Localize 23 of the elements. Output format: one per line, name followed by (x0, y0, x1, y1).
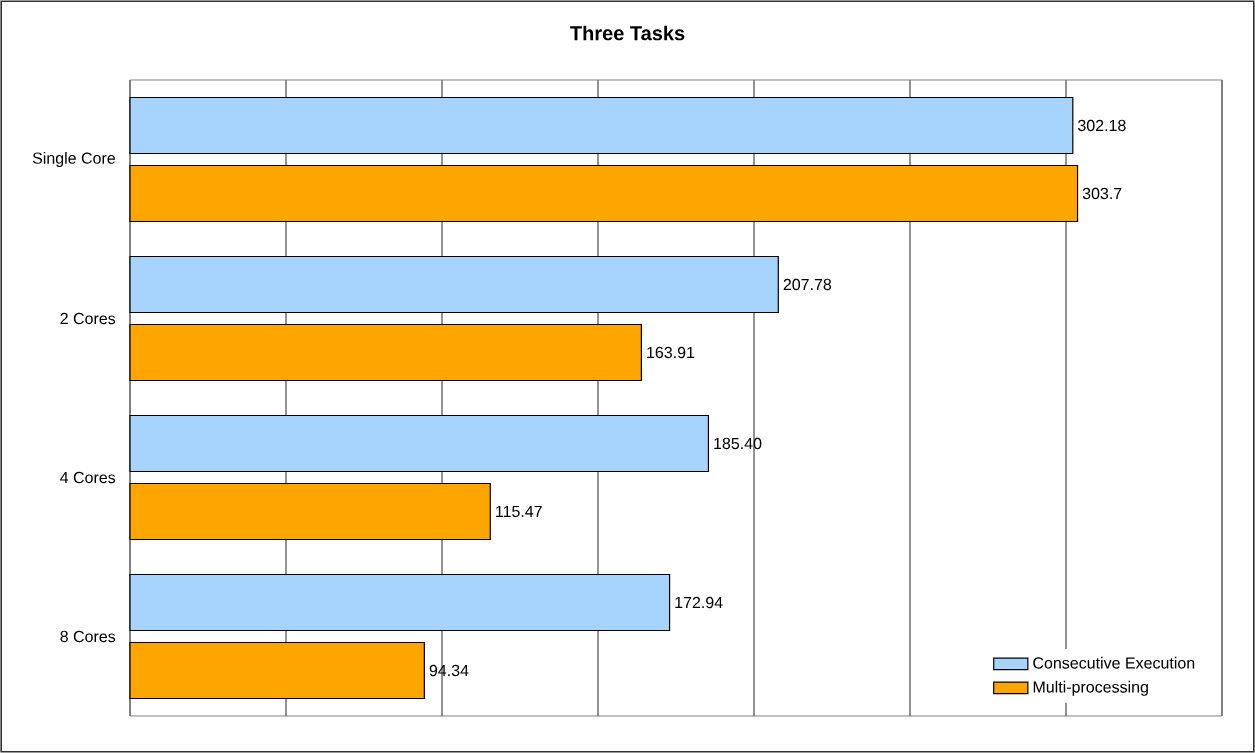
data-label: 163.91 (647, 346, 695, 359)
y-tick-label: 4 Cores (60, 471, 116, 484)
bar (129, 641, 425, 700)
data-label: 172.94 (675, 596, 723, 609)
bar (129, 482, 491, 541)
data-label: 115.47 (496, 505, 542, 518)
chart-title: Three Tasks (570, 25, 685, 41)
y-tick-label: Single Core (32, 152, 115, 167)
legend-label: Consecutive Execution (1033, 656, 1195, 669)
data-label: 94.34 (429, 664, 469, 677)
legend-label: Multi-processing (1033, 680, 1148, 696)
bar (129, 573, 671, 632)
data-label: 303.7 (1082, 187, 1122, 200)
bar (129, 164, 1079, 223)
y-tick-label: 8 Cores (60, 630, 116, 643)
data-label: 185.40 (714, 437, 762, 450)
bar (129, 414, 710, 473)
bar (129, 255, 779, 314)
y-tick-label: 2 Cores (60, 312, 116, 325)
bar (129, 323, 642, 382)
data-label: 302.18 (1078, 119, 1126, 132)
data-label: 207.78 (783, 278, 832, 291)
bar (129, 96, 1074, 155)
